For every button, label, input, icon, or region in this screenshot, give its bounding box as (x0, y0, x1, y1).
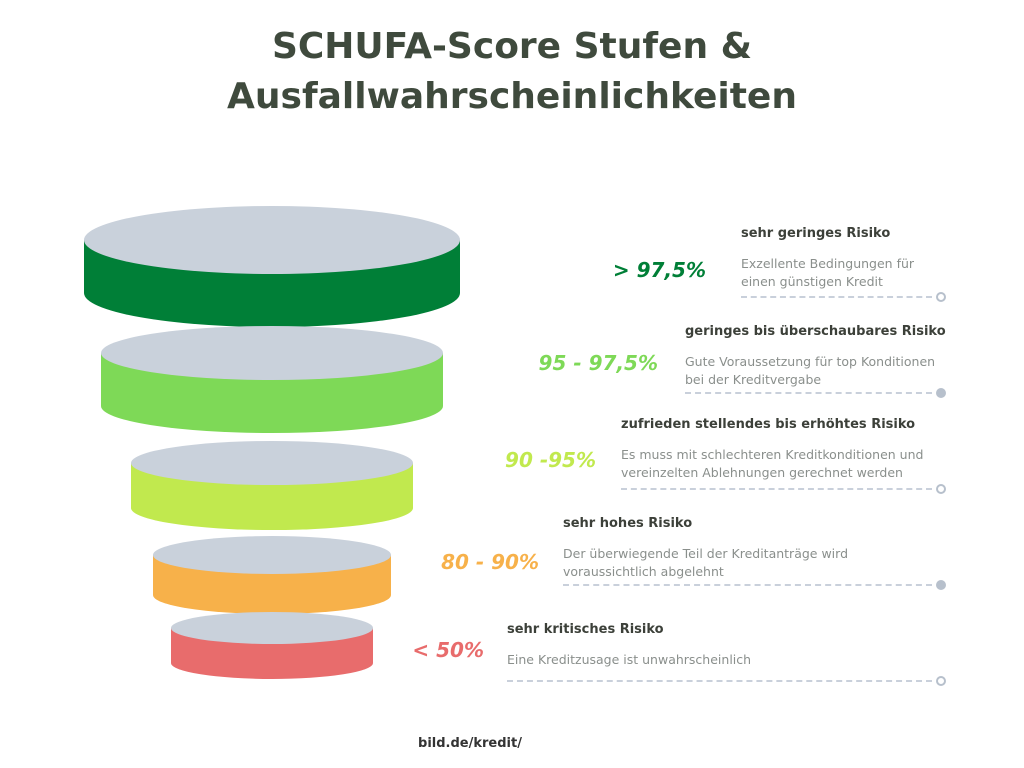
divider-4 (563, 580, 946, 590)
risk-heading: sehr kritisches Risiko (507, 622, 664, 637)
percent-label-1: > 97,5% (612, 258, 706, 282)
risk-description: Der überwiegende Teil der Kreditanträge … (563, 546, 848, 579)
risk-entry-3: zufrieden stellendes bis erhöhtes Risiko… (621, 417, 941, 482)
title-line-1: SCHUFA-Score Stufen & (271, 26, 753, 67)
risk-description: Es muss mit schlechteren Kreditkondition… (621, 447, 924, 480)
funnel-level-top (171, 612, 373, 644)
risk-description: Eine Kreditzusage ist unwahrscheinlich (507, 652, 752, 667)
dot-icon (936, 484, 946, 494)
risk-entry-4: sehr hohes Risiko Der überwiegende Teil … (563, 516, 863, 581)
risk-heading: sehr hohes Risiko (563, 516, 693, 531)
risk-heading: geringes bis überschaubares Risiko (685, 324, 946, 339)
funnel-level-1 (84, 206, 460, 327)
risk-entry-5: sehr kritisches Risiko Eine Kreditzusage… (507, 622, 827, 669)
funnel-level-4 (153, 536, 391, 614)
risk-heading: sehr geringes Risiko (741, 226, 891, 241)
percent-label-5: < 50% (412, 638, 484, 662)
dot-icon (936, 292, 946, 302)
funnel-level-5 (171, 612, 373, 679)
risk-entry-2: geringes bis überschaubares Risiko Gute … (685, 324, 950, 389)
title-line-2: Ausfallwahrscheinlichkeiten (227, 76, 797, 117)
dot-icon (936, 388, 946, 398)
risk-entry-1: sehr geringes Risiko Exzellente Bedingun… (741, 226, 941, 291)
funnel-level-top (101, 326, 443, 380)
divider-5 (507, 676, 946, 686)
funnel-level-top (84, 206, 460, 274)
funnel-level-3 (131, 441, 413, 530)
divider-3 (621, 484, 946, 494)
percent-label-2: 95 - 97,5% (538, 351, 658, 375)
source-credit: bild.de/kredit/ (418, 736, 522, 751)
dot-icon (936, 580, 946, 590)
funnel-level-top (153, 536, 391, 574)
risk-description: Gute Voraussetzung für top Konditionen b… (685, 354, 936, 387)
percent-label-4: 80 - 90% (441, 550, 539, 574)
funnel-level-top (131, 441, 413, 485)
percent-label-3: 90 -95% (505, 448, 596, 472)
dot-icon (936, 676, 946, 686)
divider-1 (741, 292, 946, 302)
funnel-level-2 (101, 326, 443, 433)
page-title: SCHUFA-Score Stufen & Ausfallwahrscheinl… (0, 22, 1024, 122)
risk-description: Exzellente Bedingungen für einen günstig… (741, 256, 915, 289)
risk-heading: zufrieden stellendes bis erhöhtes Risiko (621, 417, 916, 432)
divider-2 (685, 388, 946, 398)
